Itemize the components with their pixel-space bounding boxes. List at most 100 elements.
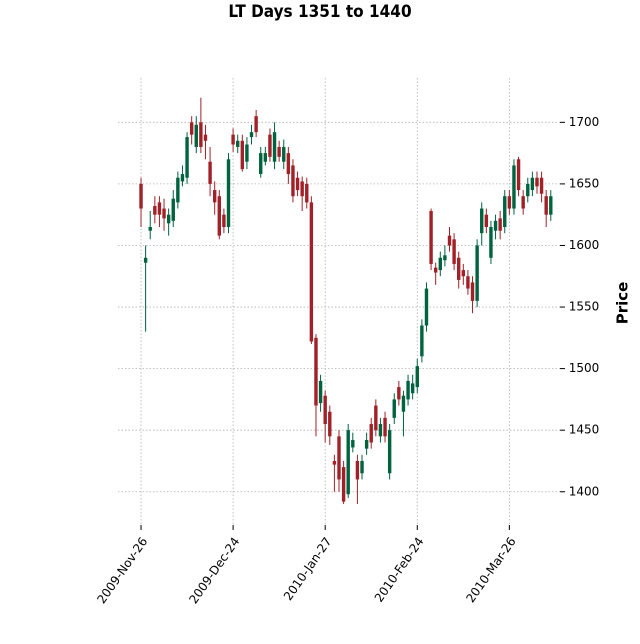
candle-body	[410, 383, 415, 394]
candle-body	[291, 165, 295, 197]
candle-body	[236, 140, 240, 147]
y-tick-label: 1700	[569, 115, 600, 129]
candle-body	[337, 436, 341, 480]
x-tick-label: 2010-Jan-27	[281, 535, 335, 603]
candle-body	[217, 196, 221, 236]
candle-body	[374, 405, 378, 431]
candle-body	[254, 116, 258, 133]
candle-body	[360, 460, 364, 474]
candle-body	[346, 430, 350, 495]
candle-body	[286, 153, 291, 175]
candle-body	[272, 132, 277, 162]
candle-body	[148, 227, 152, 231]
candle-body	[212, 190, 217, 203]
y-tick-label: 1400	[569, 484, 600, 498]
candle-body	[498, 218, 502, 231]
candle-body	[162, 208, 166, 219]
candle-body	[341, 467, 346, 502]
chart-title: LT Days 1351 to 1440	[228, 2, 411, 22]
candle-body	[433, 267, 438, 273]
candle-body	[139, 183, 143, 209]
candle-body	[378, 424, 383, 437]
candle-body	[424, 288, 429, 326]
candle-body	[493, 220, 498, 231]
candle-body	[263, 153, 268, 162]
candle-body	[461, 270, 466, 277]
candle-body	[489, 227, 493, 258]
candle-body	[240, 140, 245, 170]
candle-body	[328, 411, 332, 437]
candle-body	[387, 430, 392, 474]
candle-body	[549, 196, 553, 215]
candle-body	[535, 177, 539, 187]
candle-body	[480, 208, 484, 234]
candle-body	[231, 134, 235, 145]
candle-body	[180, 174, 185, 182]
candle-body	[457, 257, 461, 280]
y-axis-label: Price	[614, 282, 632, 325]
candle-body	[447, 235, 452, 246]
candle-body	[300, 181, 304, 197]
candle-body	[222, 214, 226, 227]
candle-body	[397, 387, 401, 400]
candle-body	[355, 460, 360, 480]
candle-body	[475, 245, 479, 301]
candle-body	[406, 380, 410, 400]
candle-body	[544, 196, 548, 215]
candle-body	[420, 325, 424, 357]
y-tick-label: 1650	[569, 176, 600, 190]
candle-body	[466, 276, 470, 289]
candle-body	[157, 202, 162, 215]
candle-body	[415, 366, 419, 388]
x-tick-label: 2009-Nov-26	[94, 535, 150, 607]
candle-body	[364, 440, 369, 449]
candle-body	[305, 183, 309, 203]
candle-body	[438, 257, 442, 271]
candle-body	[526, 183, 530, 197]
candle-body	[153, 206, 157, 215]
y-tick-label: 1450	[569, 423, 600, 437]
candle-body	[484, 214, 489, 227]
candle-body	[332, 460, 337, 465]
candle-body	[516, 159, 521, 191]
candle-body	[189, 122, 194, 135]
candle-body	[351, 440, 355, 448]
candle-body	[176, 177, 180, 203]
candle-body	[295, 177, 300, 191]
x-tick-label: 2009-Dec-24	[186, 535, 242, 607]
candle-body	[383, 417, 387, 437]
y-tick-label: 1600	[569, 238, 600, 252]
candle-body	[512, 165, 516, 209]
candle-body	[503, 196, 507, 227]
candle-body	[249, 132, 254, 138]
candle-body	[369, 424, 373, 443]
candle-body	[309, 202, 314, 342]
candle-body	[259, 153, 263, 175]
candle-body	[507, 196, 512, 209]
candle-body	[245, 144, 249, 162]
candle-body	[443, 255, 447, 261]
candle-body	[194, 124, 198, 147]
candle-body	[392, 399, 396, 418]
x-tick-label: 2010-Mar-26	[463, 535, 518, 606]
candle-body	[199, 122, 203, 147]
candle-body	[401, 395, 406, 412]
y-tick-label: 1550	[569, 300, 600, 314]
candle-body	[429, 210, 433, 264]
candle-body	[203, 134, 208, 141]
candle-body	[185, 137, 189, 178]
candle-body	[143, 257, 148, 263]
candle-body	[318, 380, 323, 404]
candle-body	[208, 161, 212, 184]
y-tick-label: 1500	[569, 361, 600, 375]
candle-body	[226, 159, 231, 227]
candle-body	[452, 239, 456, 264]
candle-body	[277, 146, 281, 157]
candle-body	[539, 177, 544, 194]
candle-body	[314, 337, 318, 406]
candle-body	[521, 196, 525, 209]
candle-body	[530, 177, 535, 191]
candle-body	[323, 395, 327, 425]
candle-body	[470, 282, 475, 301]
